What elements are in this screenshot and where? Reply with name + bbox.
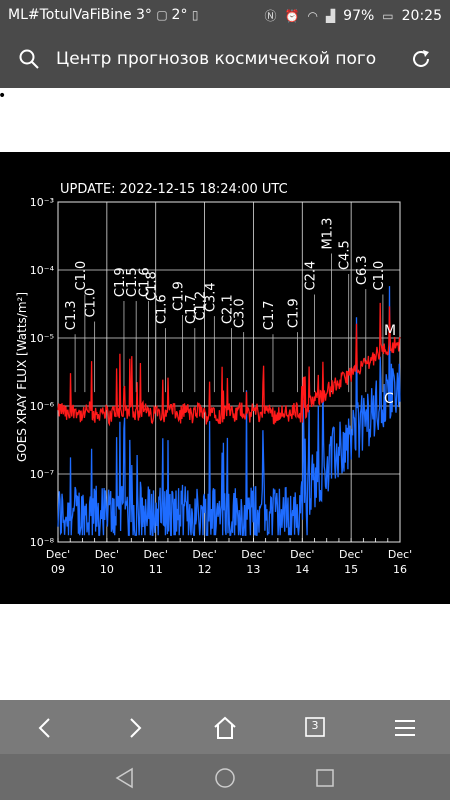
y-tick-label: 10⁻⁶ [30,400,55,413]
y-tick-label: 10⁻⁸ [30,536,55,549]
chart-title: UPDATE: 2022-12-15 18:24:00 UTC [60,182,288,197]
x-tick-label-top: Dec' [192,548,216,561]
flare-label: C1.9 [113,267,128,297]
x-tick-label-bottom: 16 [393,563,407,576]
home-icon[interactable] [208,711,242,745]
flare-label: C1.0 [74,261,89,291]
battery-percent: 97% [343,7,375,24]
flare-label: C3.0 [233,298,248,328]
temperature-2: 2° [171,7,188,23]
class-label-m: M [384,323,396,339]
system-back-icon[interactable] [113,766,137,790]
system-home-icon[interactable] [213,766,237,790]
menu-icon[interactable] [388,711,422,745]
x-tick-label-top: Dec' [290,548,314,561]
bullet-dot: • [0,88,6,104]
carrier-text: ML#TotulVaFiBine 3° [8,7,152,23]
y-tick-label: 10⁻³ [30,196,54,209]
x-tick-label-bottom: 11 [149,563,163,576]
browser-toolbar: 3 [0,700,450,754]
search-icon[interactable] [18,48,40,70]
flare-label: C2.1 [220,294,235,324]
x-tick-label-bottom: 09 [51,563,65,576]
forward-icon[interactable] [118,711,152,745]
tab-count: 3 [311,719,319,732]
notification-icons: ▢ [156,8,172,22]
wifi-icon: ◠ [307,8,318,23]
flare-label: C1.9 [286,298,301,328]
status-bar: ML#TotulVaFiBine 3° ▢ 2° ▯ Ⓝ ⏰ ◠ ▟ 97% ▭… [0,0,450,32]
y-axis-label: GOES XRAY FLUX [Watts/m²] [15,292,29,462]
flare-label: C1.0 [372,261,387,291]
reload-icon[interactable] [410,48,432,70]
flare-label: C1.2 [194,291,209,321]
x-tick-label-bottom: 12 [198,563,212,576]
x-tick-label-top: Dec' [46,548,70,561]
flare-label: C1.6 [154,294,169,324]
flare-label: C1.5 [125,267,140,297]
xray-flux-chart: UPDATE: 2022-12-15 18:24:00 UTC GOES XRA… [0,152,450,604]
flare-label: C1.7 [184,294,199,324]
flare-label: C1.6 [137,267,152,297]
tabs-button[interactable]: 3 [298,711,332,745]
clock: 20:25 [401,7,442,24]
flare-label: M1.3 [321,218,336,250]
browser-address-bar: Центр прогнозов космической пого [0,32,450,88]
flare-label: C6.3 [355,255,370,285]
x-tick-label-top: Dec' [388,548,412,561]
system-recents-icon[interactable] [313,766,337,790]
flare-label: C1.8 [145,271,160,301]
flare-label: C2.4 [304,261,319,291]
x-tick-label-top: Dec' [241,548,265,561]
back-icon[interactable] [28,711,62,745]
nfc-icon: Ⓝ [264,9,277,23]
page-title[interactable]: Центр прогнозов космической пого [56,49,377,69]
alarm-icon: ⏰ [284,8,300,23]
x-tick-label-top: Dec' [144,548,168,561]
flare-label: C1.9 [172,281,187,311]
class-label-c: C [384,391,394,407]
series-line-short [57,286,401,536]
y-tick-label: 10⁻⁷ [30,468,54,481]
battery-icon: ▭ [382,8,394,23]
flare-label: C3.4 [203,282,218,312]
y-tick-label: 10⁻⁴ [30,264,55,277]
flare-label: C1.3 [64,300,79,330]
x-tick-label-top: Dec' [95,548,119,561]
x-tick-label-bottom: 13 [246,563,260,576]
signal-icon: ▟ [325,8,336,23]
x-tick-label-bottom: 15 [344,563,358,576]
series-line-long [57,302,401,427]
status-right: Ⓝ ⏰ ◠ ▟ 97% ▭ 20:25 [264,7,442,24]
tabs-icon [305,717,325,737]
flare-label: C1.0 [84,288,99,318]
system-navigation [0,754,450,800]
flare-label: C1.7 [262,300,277,330]
x-tick-label-bottom: 10 [100,563,114,576]
plot-area: 10⁻⁸ 10⁻⁷ 10⁻⁶ 10⁻⁵ 10⁻⁴ 10⁻³ Dec' 09 Dec' 10 Dec'… [30,196,412,576]
x-tick-label-top: Dec' [339,548,363,561]
bottom-bars: 3 [0,700,450,800]
page-content: • UPDATE: 2022-12-15 18:24:00 UTC GOES X… [0,88,450,700]
x-tick-label-bottom: 14 [295,563,309,576]
y-tick-label: 10⁻⁵ [30,332,54,345]
battery-saver-icon: ▯ [191,8,199,22]
flare-label: C4.5 [338,240,353,270]
chart-svg: UPDATE: 2022-12-15 18:24:00 UTC GOES XRA… [15,182,412,576]
status-left: ML#TotulVaFiBine 3° ▢ 2° ▯ [8,7,199,23]
